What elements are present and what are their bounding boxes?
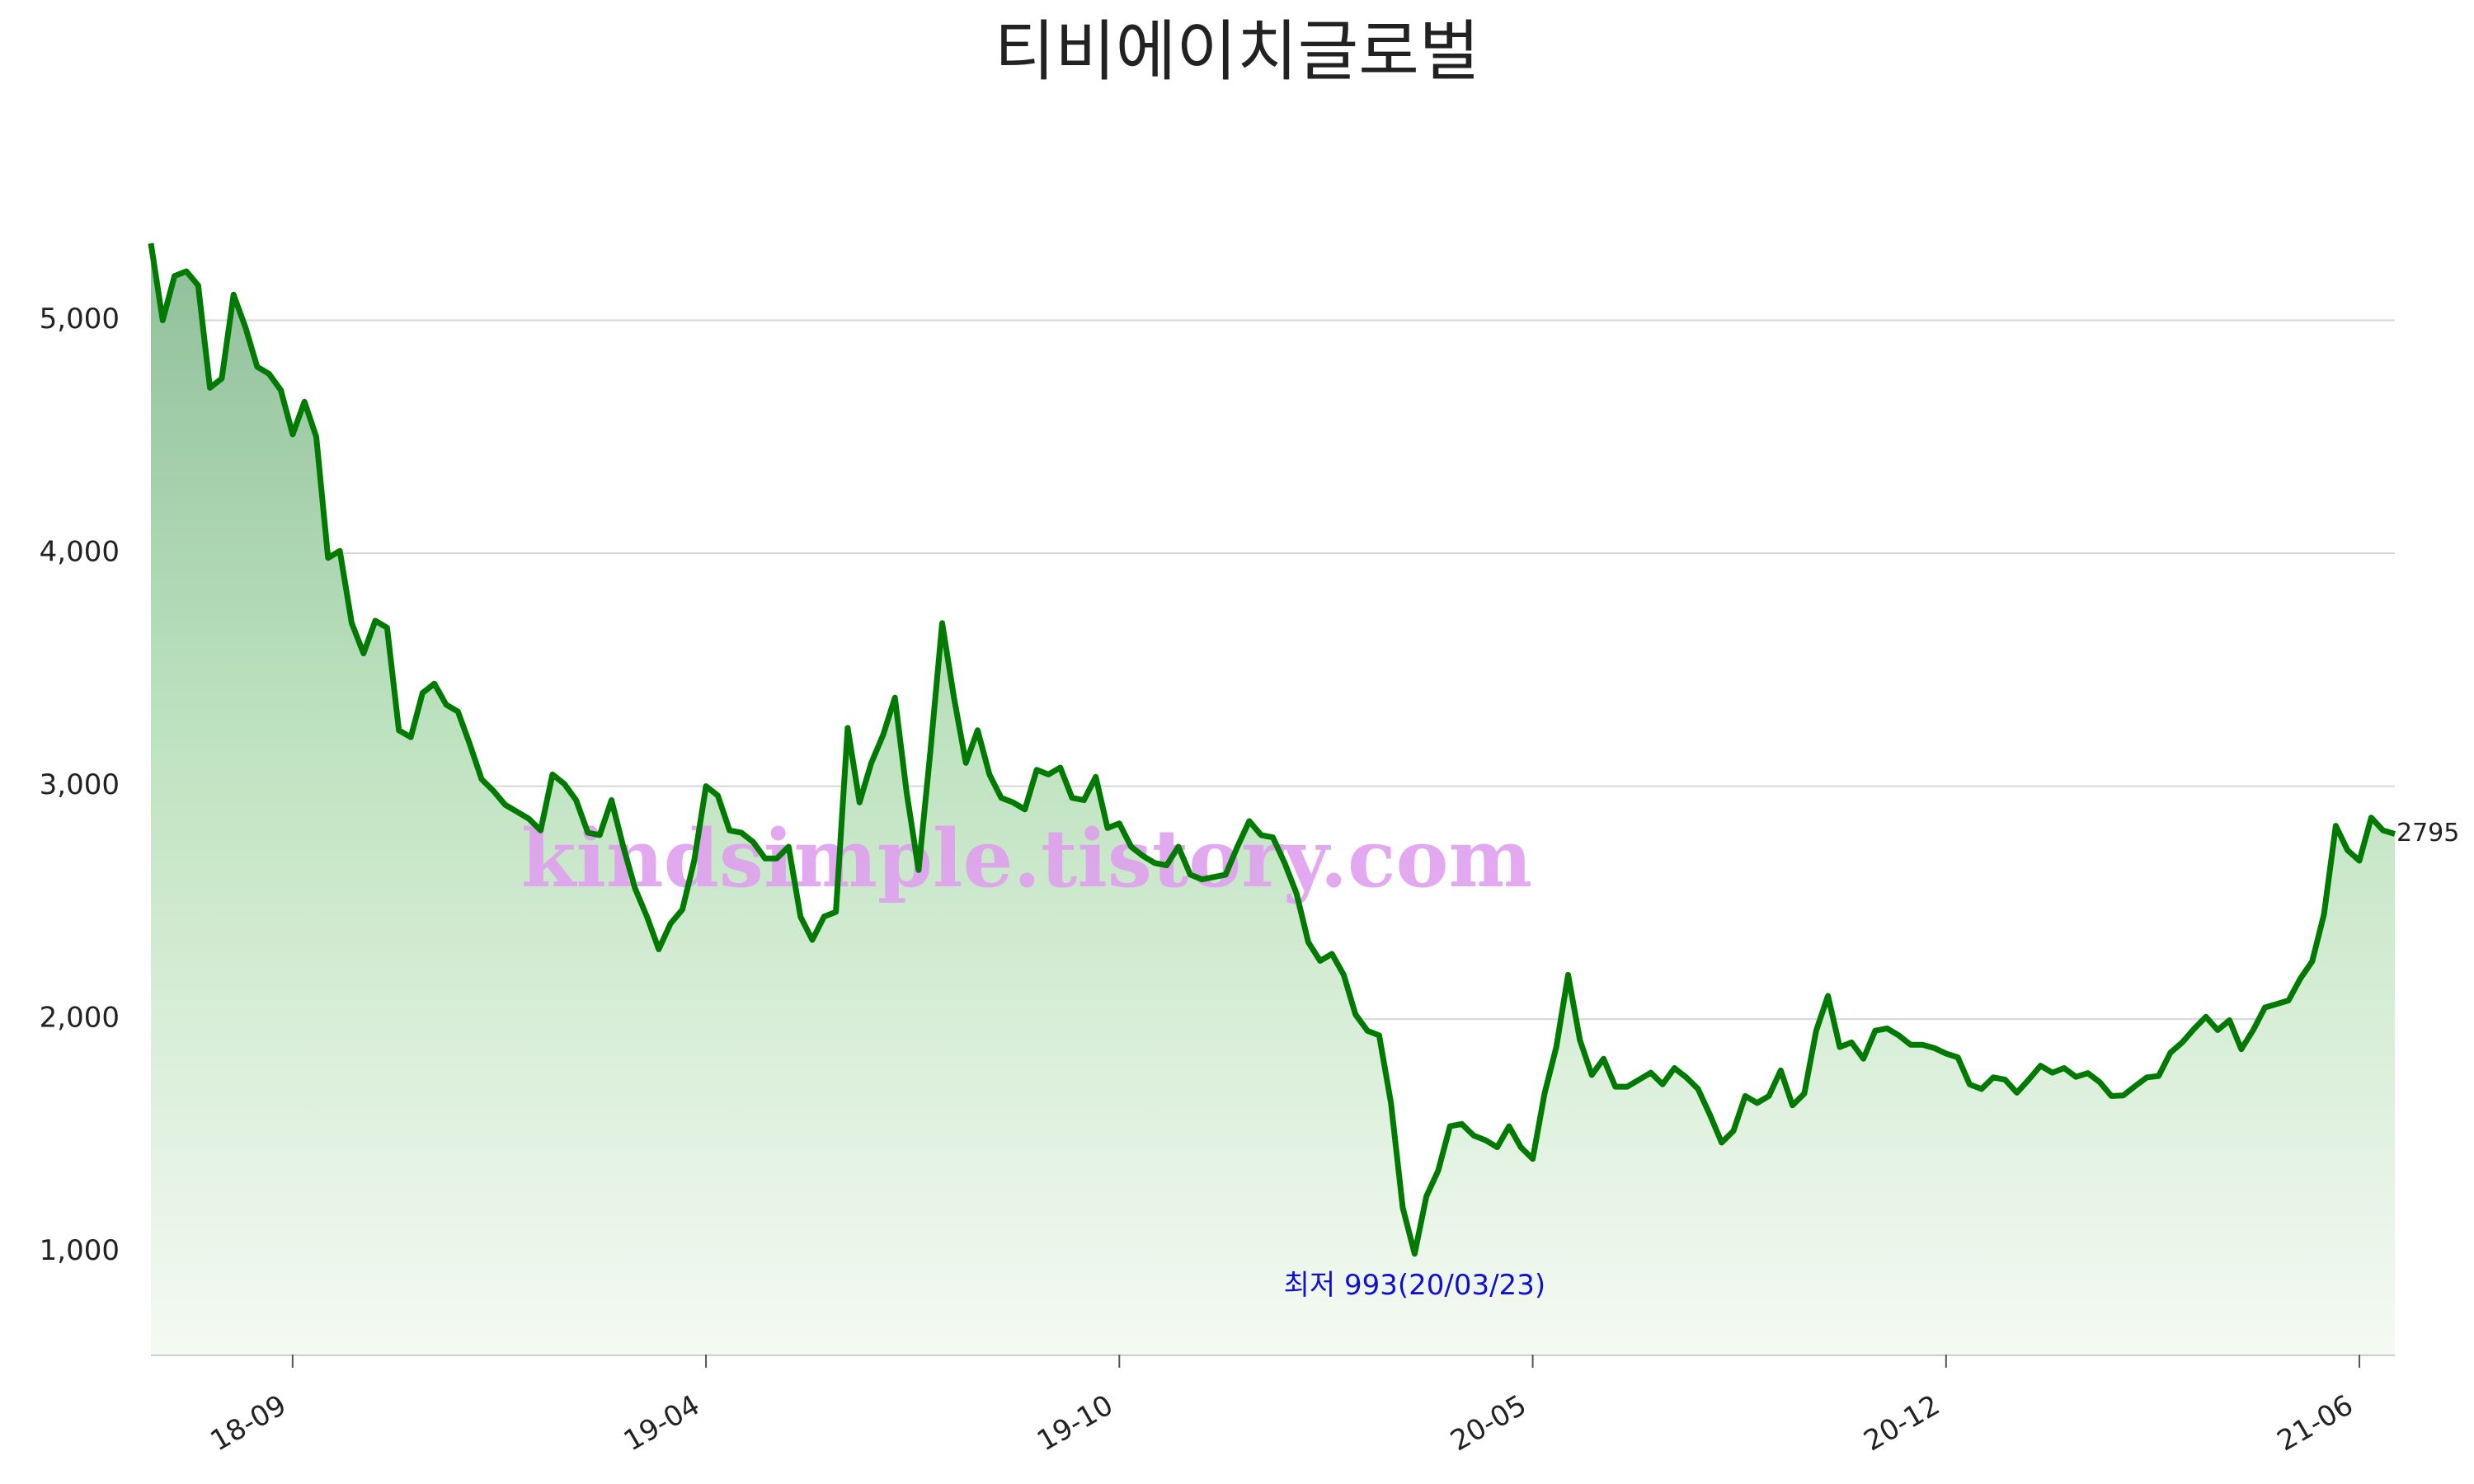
y-tick-label: 5,000 [40, 303, 120, 336]
x-tick-label: 21-06 [2272, 1388, 2359, 1458]
min-annotation: 최저 993(20/03/23) [1284, 1269, 1546, 1302]
watermark: kindsimple.tistory.com [521, 812, 1532, 905]
line [148, 242, 2396, 1257]
x-tick-label: 20-12 [1858, 1388, 1945, 1458]
chart-title: 티비에이치글로벌 [995, 13, 1480, 90]
x-tick-label: 19-10 [1032, 1388, 1119, 1458]
y-tick-label: 4,000 [40, 536, 120, 569]
y-tick-label: 1,000 [40, 1234, 120, 1267]
y-tick-label: 3,000 [40, 768, 120, 801]
x-tick-label: 18-09 [205, 1388, 293, 1458]
y-tick-label: 2,000 [40, 1002, 120, 1035]
x-tick-label: 19-04 [618, 1388, 706, 1458]
area [151, 243, 2395, 1355]
last-value-label: 2795 [2396, 819, 2459, 848]
x-tick-label: 20-05 [1445, 1388, 1532, 1458]
